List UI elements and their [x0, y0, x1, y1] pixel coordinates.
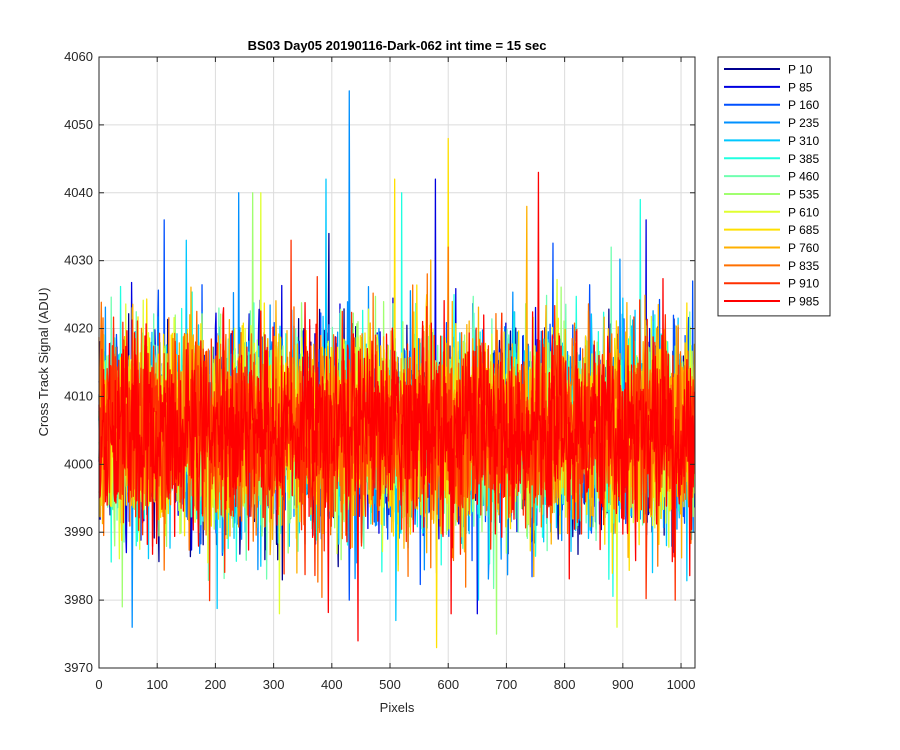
legend-box: [717, 56, 831, 317]
legend-entry-label: P 10: [788, 63, 813, 77]
y-tick-label: 3990: [64, 524, 93, 539]
y-tick-label: 4040: [64, 185, 93, 200]
legend-entry-label: P 760: [788, 241, 819, 255]
legend-entry-label: P 310: [788, 134, 819, 148]
x-tick-label: 0: [95, 677, 102, 692]
x-tick-label: 200: [205, 677, 227, 692]
legend-entry-label: P 535: [788, 187, 819, 201]
legend-entry-label: P 460: [788, 170, 819, 184]
x-axis-label: Pixels: [380, 700, 415, 715]
series-line-p-910: [98, 239, 696, 602]
chart-title: BS03 Day05 20190116-Dark-062 int time = …: [248, 38, 547, 53]
y-tick-label: 3970: [64, 660, 93, 675]
series-line-p-985: [98, 171, 696, 642]
legend-entry-label: P 385: [788, 152, 819, 166]
x-tick-label: 900: [612, 677, 634, 692]
x-tick-label: 600: [437, 677, 459, 692]
legend-entry-label: P 985: [788, 295, 819, 309]
x-tick-label: 400: [321, 677, 343, 692]
legend-entry-label: P 85: [788, 80, 813, 94]
y-tick-label: 4000: [64, 456, 93, 471]
legend-entry-label: P 160: [788, 98, 819, 112]
y-tick-label: 4020: [64, 321, 93, 336]
y-tick-label: 4050: [64, 117, 93, 132]
legend-entry-label: P 910: [788, 277, 819, 291]
plot-lines: [98, 90, 696, 649]
x-tick-label: 1000: [667, 677, 696, 692]
legend-entry-label: P 685: [788, 223, 819, 237]
legend-entry-label: P 835: [788, 259, 819, 273]
y-tick-label: 4060: [64, 49, 93, 64]
x-tick-label: 500: [379, 677, 401, 692]
x-tick-label: 700: [496, 677, 518, 692]
y-axis-ticks: 3970 3980 3990 4000 4010 4020 4030 4040 4050 4060: [64, 49, 695, 675]
x-tick-label: 300: [263, 677, 285, 692]
y-tick-label: 4010: [64, 388, 93, 403]
x-axis-ticks: 0 100 200 300 400 500 600 700 800 900 1000: [95, 57, 695, 692]
y-tick-label: 3980: [64, 592, 93, 607]
y-axis-label: Cross Track Signal (ADU): [36, 288, 51, 437]
legend-entry-label: P 235: [788, 116, 819, 130]
x-tick-label: 100: [146, 677, 168, 692]
y-tick-label: 4030: [64, 253, 93, 268]
legend-entry-label: P 610: [788, 205, 819, 219]
x-tick-label: 800: [554, 677, 576, 692]
plot-frame: [98, 56, 696, 669]
legend: P 10 P 85 P 160 P 235 P 310 P 385 P 460 P 535 P …: [717, 56, 831, 317]
